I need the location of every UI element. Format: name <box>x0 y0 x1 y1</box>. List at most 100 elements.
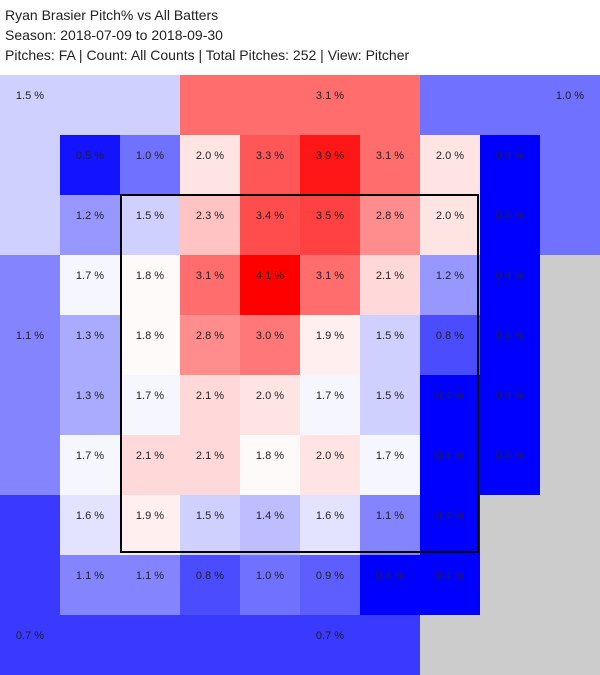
outer-zone-label-top-center: 3.1 % <box>316 90 344 102</box>
grid-cell-r6-c1 <box>120 495 180 555</box>
outer-zone-top-center <box>180 75 420 135</box>
grid-cell-label-r1-c0: 1.2 % <box>76 210 104 222</box>
grid-cell-label-r5-c7: 0.4 % <box>496 450 524 462</box>
grid-cell-r6-c2 <box>180 495 240 555</box>
grid-cell-r1-c4 <box>300 195 360 255</box>
grid-cell-r3-c6 <box>420 315 480 375</box>
grid-cell-label-r0-c7: 0.4 % <box>496 150 524 162</box>
grid-cell-r1-c3 <box>240 195 300 255</box>
season-range: Season: 2018-07-09 to 2018-09-30 <box>5 27 223 43</box>
grid-cell-label-r6-c1: 1.9 % <box>136 510 164 522</box>
outer-zone-bottom-left-ext <box>0 615 180 675</box>
grid-cell-r1-c0 <box>60 195 120 255</box>
grid-cell-r5-c1 <box>120 435 180 495</box>
grid-cell-r2-c4 <box>300 255 360 315</box>
grid-cell-label-r3-c6: 0.8 % <box>436 330 464 342</box>
grid-cell-r2-c5 <box>360 255 420 315</box>
grid-cell-r0-c3 <box>240 135 300 195</box>
grid-cell-label-r4-c4: 1.7 % <box>316 390 344 402</box>
grid-cell-label-r7-c1: 1.1 % <box>136 570 164 582</box>
grid-cell-label-r0-c0: 0.5 % <box>76 150 104 162</box>
grid-cell-r4-c6 <box>420 375 480 435</box>
grid-cell-r3-c1 <box>120 315 180 375</box>
grid-cell-r3-c7 <box>480 315 540 375</box>
grid-cell-r1-c2 <box>180 195 240 255</box>
grid-cell-r7-c4 <box>300 555 360 615</box>
grid-cell-r2-c2 <box>180 255 240 315</box>
grid-cell-label-r5-c0: 1.7 % <box>76 450 104 462</box>
cell-labels: 1.5 % 3.1 % 1.0 % 1.1 % 0.7 % 0.7 % 0.5 % 1.0 %… <box>16 90 584 642</box>
grid-cell-label-r5-c3: 1.8 % <box>256 450 284 462</box>
grid-cell-label-r4-c7: 0.4 % <box>496 390 524 402</box>
grid-cell-label-r0-c3: 3.3 % <box>256 150 284 162</box>
grid-cell-label-r7-c2: 0.8 % <box>196 570 224 582</box>
grid-cell-r3-c2 <box>180 315 240 375</box>
grid-cell-label-r7-c0: 1.1 % <box>76 570 104 582</box>
grid-cell-r4-c2 <box>180 375 240 435</box>
grid-cell-r2-c3 <box>240 255 300 315</box>
grid-cell-label-r0-c1: 1.0 % <box>136 150 164 162</box>
grid-cell-label-r5-c4: 2.0 % <box>316 450 344 462</box>
grid-cell-r6-c0 <box>60 495 120 555</box>
grid-cell-r5-c4 <box>300 435 360 495</box>
grid-cell-r7-c1 <box>120 555 180 615</box>
outer-zone-bottom-left <box>0 495 60 615</box>
outer-zones <box>0 75 600 675</box>
grid-cell-label-r1-c6: 2.0 % <box>436 210 464 222</box>
outer-zone-bottom-center <box>180 615 420 675</box>
inner-grid <box>60 135 540 615</box>
grid-cell-r2-c1 <box>120 255 180 315</box>
grid-cell-label-r4-c1: 1.7 % <box>136 390 164 402</box>
grid-cell-r1-c5 <box>360 195 420 255</box>
grid-cell-r4-c0 <box>60 375 120 435</box>
grid-cell-label-r6-c0: 1.6 % <box>76 510 104 522</box>
grid-cell-r0-c0 <box>60 135 120 195</box>
grid-cell-label-r3-c7: 0.4 % <box>496 330 524 342</box>
outer-zone-label-top-right: 1.0 % <box>556 90 584 102</box>
grid-cell-r5-c3 <box>240 435 300 495</box>
grid-cell-r7-c3 <box>240 555 300 615</box>
grid-cell-label-r5-c5: 1.7 % <box>376 450 404 462</box>
grid-cell-r5-c6 <box>420 435 480 495</box>
grid-cell-label-r5-c6: 0.4 % <box>436 450 464 462</box>
grid-cell-label-r4-c0: 1.3 % <box>76 390 104 402</box>
grid-cell-label-r6-c6: 0.4 % <box>436 510 464 522</box>
grid-cell-label-r4-c3: 2.0 % <box>256 390 284 402</box>
grid-cell-r3-c0 <box>60 315 120 375</box>
grid-cell-r0-c1 <box>120 135 180 195</box>
chart-title: Ryan Brasier Pitch% vs All Batters <box>5 7 219 23</box>
grid-cell-label-r3-c4: 1.9 % <box>316 330 344 342</box>
outer-zone-top-right <box>420 75 600 135</box>
grid-cell-label-r1-c2: 2.3 % <box>196 210 224 222</box>
strike-zone-box <box>120 194 479 553</box>
grid-cell-label-r7-c5: 0.4 % <box>376 570 404 582</box>
grid-cell-label-r1-c4: 3.5 % <box>316 210 344 222</box>
grid-cell-label-r2-c6: 1.2 % <box>436 270 464 282</box>
grid-cell-label-r3-c5: 1.5 % <box>376 330 404 342</box>
grid-cell-r1-c1 <box>120 195 180 255</box>
grid-cell-r0-c4 <box>300 135 360 195</box>
grid-cell-label-r2-c4: 3.1 % <box>316 270 344 282</box>
grid-cell-label-r0-c4: 3.9 % <box>316 150 344 162</box>
grid-cell-r3-c3 <box>240 315 300 375</box>
grid-cell-label-r3-c3: 3.0 % <box>256 330 284 342</box>
grid-cell-label-r7-c3: 1.0 % <box>256 570 284 582</box>
grid-cell-r5-c7 <box>480 435 540 495</box>
grid-cell-r4-c7 <box>480 375 540 435</box>
grid-cell-r7-c2 <box>180 555 240 615</box>
grid-cell-r0-c6 <box>420 135 480 195</box>
grid-cell-r6-c7 <box>480 495 540 555</box>
chart-header: Ryan Brasier Pitch% vs All Batters Seaso… <box>5 5 409 65</box>
grid-cell-label-r7-c4: 0.9 % <box>316 570 344 582</box>
grid-cell-label-r1-c1: 1.5 % <box>136 210 164 222</box>
grid-cell-r6-c6 <box>420 495 480 555</box>
grid-cell-r3-c5 <box>360 315 420 375</box>
outer-zone-top-right-ext <box>540 135 600 255</box>
outer-zone-label-bottom-left: 0.7 % <box>16 630 44 642</box>
grid-cell-r2-c6 <box>420 255 480 315</box>
grid-cell-r4-c3 <box>240 375 300 435</box>
grid-cell-r4-c5 <box>360 375 420 435</box>
grid-cell-r1-c7 <box>480 195 540 255</box>
grid-cell-label-r4-c2: 2.1 % <box>196 390 224 402</box>
